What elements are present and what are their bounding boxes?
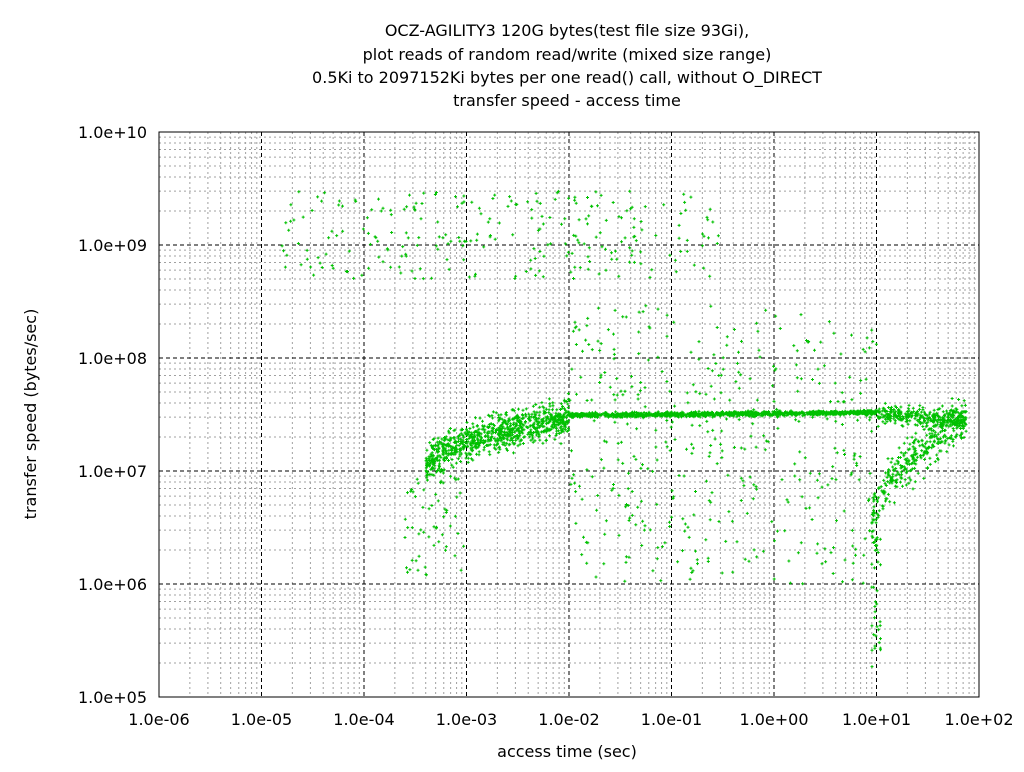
title-line-3: 0.5Ki to 2097152Ki bytes per one read() … bbox=[312, 68, 822, 88]
title-line-2: plot reads of random read/write (mixed s… bbox=[363, 45, 772, 64]
x-tick-labels: 1.0e-06 1.0e-05 1.0e-04 1.0e-03 1.0e-02 1.0e-… bbox=[128, 710, 1013, 729]
y-tick-label: 1.0e+07 bbox=[78, 462, 147, 481]
x-tick-label: 1.0e+01 bbox=[842, 710, 911, 729]
x-tick-label: 1.0e+02 bbox=[944, 710, 1013, 729]
x-axis-label: access time (sec) bbox=[497, 742, 637, 761]
y-tick-label: 1.0e+05 bbox=[78, 688, 147, 707]
y-tick-label: 1.0e+08 bbox=[78, 349, 147, 368]
y-tick-label: 1.0e+10 bbox=[78, 123, 147, 142]
x-tick-label: 1.0e-02 bbox=[538, 710, 599, 729]
plot-border bbox=[158, 131, 980, 698]
x-tick-label: 1.0e-04 bbox=[333, 710, 394, 729]
grid bbox=[159, 132, 979, 697]
title-line-1: OCZ-AGILITY3 120G bytes(test file size 9… bbox=[385, 21, 749, 40]
x-tick-label: 1.0e-01 bbox=[641, 710, 702, 729]
x-tick-label: 1.0e-03 bbox=[436, 710, 497, 729]
y-tick-labels: 1.0e+05 1.0e+06 1.0e+07 1.0e+08 1.0e+09 1.0e+… bbox=[78, 123, 147, 707]
chart-title: OCZ-AGILITY3 120G bytes(test file size 9… bbox=[312, 21, 822, 110]
data-points bbox=[280, 189, 968, 669]
x-tick-label: 1.0e+00 bbox=[739, 710, 808, 729]
x-tick-label: 1.0e-05 bbox=[231, 710, 292, 729]
y-tick-label: 1.0e+06 bbox=[78, 575, 147, 594]
scatter-points bbox=[280, 189, 968, 669]
y-tick-label: 1.0e+09 bbox=[78, 236, 147, 255]
title-line-4: transfer speed - access time bbox=[453, 91, 681, 110]
x-tick-label: 1.0e-06 bbox=[128, 710, 189, 729]
y-axis-label: transfer speed (bytes/sec) bbox=[21, 309, 40, 520]
